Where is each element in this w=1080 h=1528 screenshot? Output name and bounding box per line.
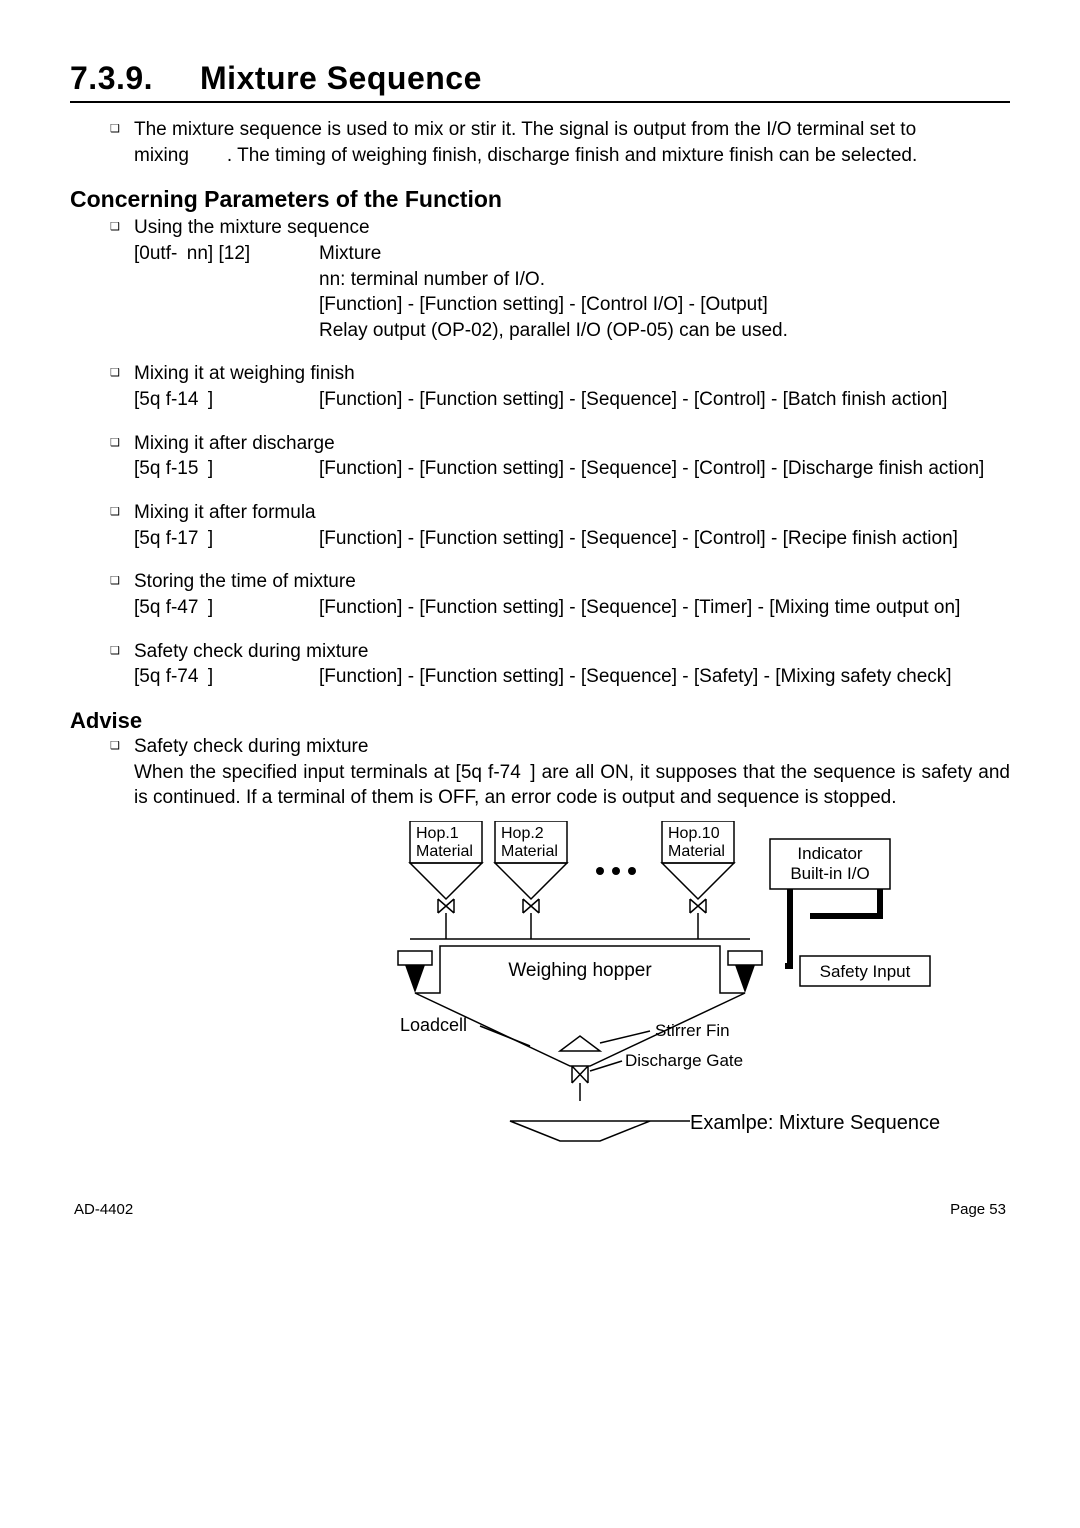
intro-bullet: ❑ The mixture sequence is used to mix or… — [110, 117, 1010, 168]
svg-text:Hop.10: Hop.10 — [668, 825, 720, 842]
section-heading: 7.3.9. Mixture Sequence — [70, 60, 1010, 97]
param-block: ❑ Mixing it at weighing finish [5q f-14 … — [110, 361, 1010, 412]
param-block: ❑ Safety check during mixture [5q f-74 ]… — [110, 639, 1010, 690]
footer-right: Page 53 — [950, 1201, 1006, 1218]
heading-rule — [70, 101, 1010, 103]
footer-left: AD-4402 — [74, 1201, 133, 1218]
param-lead: Mixing it at weighing finish — [134, 361, 355, 387]
param-sub: Relay output (OP-02), parallel I/O (OP-0… — [319, 318, 1010, 344]
svg-text:Built-in I/O: Built-in I/O — [790, 864, 869, 883]
param-block: ❑ Mixing it after formula [5q f-17 ] [Fu… — [110, 500, 1010, 551]
svg-text:Safety Input: Safety Input — [820, 962, 911, 981]
bullet-icon: ❑ — [110, 569, 134, 595]
param-block: ❑ Using the mixture sequence [0utf- nn] … — [110, 215, 1010, 343]
param-lead: Mixing it after discharge — [134, 431, 335, 457]
param-key: [5q f-47 ] — [134, 595, 319, 621]
svg-text:Discharge Gate: Discharge Gate — [625, 1051, 743, 1070]
param-key: [0utf- nn] [12] — [134, 241, 319, 267]
diagram: Hop.1MaterialHop.2MaterialHop.10Material… — [70, 821, 1010, 1151]
advise-body: When the specified input terminals at [5… — [134, 760, 1010, 811]
svg-text:Stirrer Fin: Stirrer Fin — [655, 1021, 730, 1040]
param-lead: Mixing it after formula — [134, 500, 316, 526]
bullet-icon: ❑ — [110, 361, 134, 387]
param-desc: [Function] - [Function setting] - [Seque… — [319, 526, 1010, 552]
intro-text: The mixture sequence is used to mix or s… — [134, 117, 1010, 168]
param-block: ❑ Storing the time of mixture [5q f-47 ]… — [110, 569, 1010, 620]
svg-text:Material: Material — [501, 843, 558, 860]
param-sub: [Function] - [Function setting] - [Contr… — [319, 292, 1010, 318]
param-lead: Safety check during mixture — [134, 639, 368, 665]
param-lead: Storing the time of mixture — [134, 569, 356, 595]
param-lead: Using the mixture sequence — [134, 215, 370, 241]
bullet-icon: ❑ — [110, 500, 134, 526]
svg-text:Loadcell: Loadcell — [400, 1015, 467, 1035]
heading-title: Mixture Sequence — [200, 60, 482, 96]
heading-number: 7.3.9. — [70, 60, 153, 96]
params-heading: Concerning Parameters of the Function — [70, 186, 1010, 213]
param-key: [5q f-14 ] — [134, 387, 319, 413]
param-desc: [Function] - [Function setting] - [Seque… — [319, 595, 1010, 621]
param-sub: nn: terminal number of I/O. — [319, 267, 1010, 293]
param-desc: [Function] - [Function setting] - [Seque… — [319, 456, 1010, 482]
param-key: [5q f-17 ] — [134, 526, 319, 552]
bullet-icon: ❑ — [110, 215, 134, 241]
param-block: ❑ Mixing it after discharge [5q f-15 ] [… — [110, 431, 1010, 482]
param-desc: Mixture — [319, 241, 1010, 267]
advise-lead: Safety check during mixture — [134, 734, 368, 760]
param-key: [5q f-74 ] — [134, 664, 319, 690]
advise-block: ❑ Safety check during mixture When the s… — [110, 734, 1010, 811]
svg-text:Indicator: Indicator — [797, 844, 863, 863]
bullet-icon: ❑ — [110, 639, 134, 665]
mixture-diagram: Hop.1MaterialHop.2MaterialHop.10Material… — [390, 821, 1010, 1151]
svg-text:Hop.1: Hop.1 — [416, 825, 459, 842]
bullet-icon: ❑ — [110, 734, 134, 760]
advise-heading: Advise — [70, 708, 1010, 734]
param-desc: [Function] - [Function setting] - [Seque… — [319, 664, 1010, 690]
svg-text:Material: Material — [668, 843, 725, 860]
bullet-icon: ❑ — [110, 117, 134, 168]
param-key: [5q f-15 ] — [134, 456, 319, 482]
bullet-icon: ❑ — [110, 431, 134, 457]
svg-text:Examlpe: Mixture Sequence: Examlpe: Mixture Sequence — [690, 1112, 940, 1134]
svg-text:Weighing hopper: Weighing hopper — [508, 960, 652, 981]
param-desc: [Function] - [Function setting] - [Seque… — [319, 387, 1010, 413]
svg-text:Material: Material — [416, 843, 473, 860]
page-footer: AD-4402 Page 53 — [70, 1201, 1010, 1218]
svg-text:Hop.2: Hop.2 — [501, 825, 544, 842]
